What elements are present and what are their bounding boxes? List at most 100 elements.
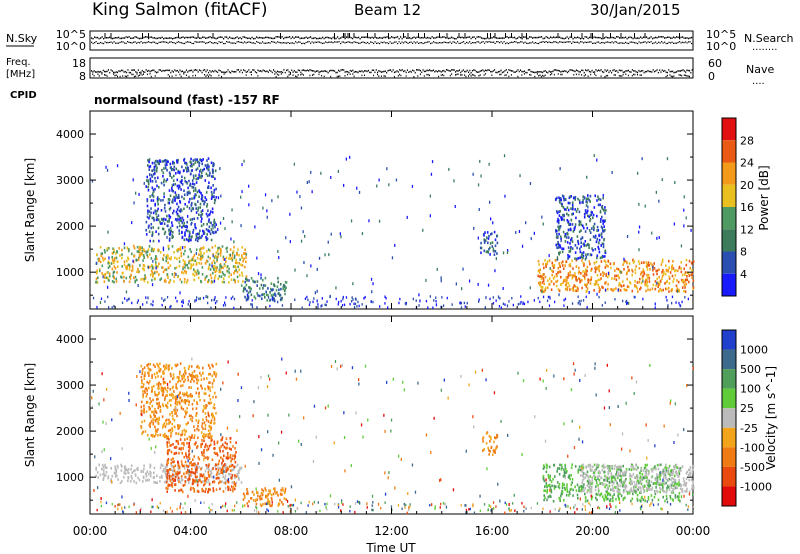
data-cell: [585, 273, 588, 277]
data-cell: [612, 289, 614, 292]
noise-spike: [280, 33, 281, 38]
data-cell: [229, 455, 232, 459]
data-cell: [216, 471, 219, 474]
data-cell: [183, 278, 186, 281]
noise-sample: [304, 37, 306, 39]
noise-sample: [359, 42, 361, 44]
noise-sample: [262, 37, 264, 39]
freq-sample: [495, 71, 497, 74]
data-cell: [427, 306, 429, 309]
data-cell: [173, 168, 175, 172]
data-cell: [520, 300, 522, 304]
data-cell: [122, 271, 124, 275]
data-cell: [557, 271, 559, 274]
data-cell: [159, 159, 161, 163]
data-cell: [186, 399, 188, 403]
data-cell: [196, 158, 198, 161]
data-cell: [491, 241, 494, 244]
data-cell: [224, 482, 227, 485]
freq-sample: [562, 70, 564, 73]
freq-panel: [89, 57, 694, 79]
noise-sample: [589, 41, 591, 43]
data-cell: [577, 295, 579, 298]
data-cell: [117, 478, 119, 481]
data-cell: [171, 273, 174, 276]
data-cell: [302, 230, 304, 234]
noise-sample: [683, 42, 685, 44]
data-cell: [143, 467, 145, 471]
noise-sample: [691, 36, 693, 39]
noise-sample: [115, 37, 117, 39]
nave-sample: [384, 75, 386, 78]
freq-sample: [466, 69, 468, 72]
data-cell: [237, 478, 240, 481]
noise-sample: [314, 41, 316, 43]
data-cell: [597, 195, 599, 198]
data-cell: [537, 296, 539, 300]
data-cell: [182, 267, 184, 271]
nave-sample: [400, 74, 402, 77]
data-cell: [219, 487, 221, 491]
data-cell: [642, 268, 645, 271]
data-cell: [229, 476, 232, 479]
data-cell: [166, 273, 169, 276]
data-cell: [219, 248, 222, 251]
noise-sample: [478, 36, 480, 38]
noise-sample: [152, 37, 154, 39]
freq-sample: [614, 70, 616, 72]
data-cell: [207, 411, 210, 415]
data-cell: [155, 428, 157, 432]
data-cell: [563, 198, 565, 202]
data-cell: [214, 270, 216, 274]
data-cell: [104, 466, 107, 469]
data-cell: [188, 230, 191, 234]
nave-sample: [543, 75, 545, 77]
data-cell: [201, 159, 203, 163]
data-cell: [554, 259, 557, 262]
noise-sample: [688, 41, 690, 43]
data-cell: [91, 179, 94, 183]
noise-sample: [509, 41, 511, 44]
data-cell: [552, 270, 554, 273]
noise-sample: [667, 42, 669, 45]
data-cell: [571, 213, 573, 216]
data-cell: [99, 301, 102, 305]
data-cell: [197, 456, 200, 459]
data-cell: [181, 451, 183, 455]
data-cell: [160, 463, 163, 467]
data-cell: [171, 482, 173, 485]
noise-sample: [392, 36, 394, 39]
data-cell: [190, 209, 193, 213]
data-cell: [156, 184, 158, 188]
data-cell: [156, 481, 158, 484]
data-cell: [214, 301, 217, 305]
data-cell: [147, 211, 149, 215]
noise-sample: [443, 36, 445, 38]
data-cell: [218, 481, 220, 485]
freq-sample: [244, 69, 246, 72]
data-cell: [436, 267, 438, 271]
data-cell: [160, 277, 163, 280]
noise-sample: [256, 41, 258, 43]
data-cell: [178, 376, 180, 379]
data-cell: [147, 164, 149, 167]
data-cell: [198, 457, 201, 461]
noise-sample: [244, 41, 246, 43]
nave-sample: [471, 73, 473, 76]
data-cell: [233, 245, 235, 249]
data-cell: [211, 475, 213, 479]
data-cell: [597, 265, 600, 269]
freq-sample: [165, 69, 167, 72]
data-cell: [111, 474, 114, 478]
data-cell: [364, 295, 366, 299]
y-tick-label: 1000: [56, 266, 84, 279]
nave-sample: [474, 75, 476, 77]
noise-sample: [569, 41, 571, 43]
noise-sample: [235, 37, 237, 39]
noise-sample: [397, 42, 399, 45]
data-cell: [202, 410, 204, 413]
noise-sample: [652, 37, 654, 40]
noise-sample: [121, 37, 123, 40]
data-cell: [498, 305, 501, 308]
noise-sample: [335, 41, 337, 43]
